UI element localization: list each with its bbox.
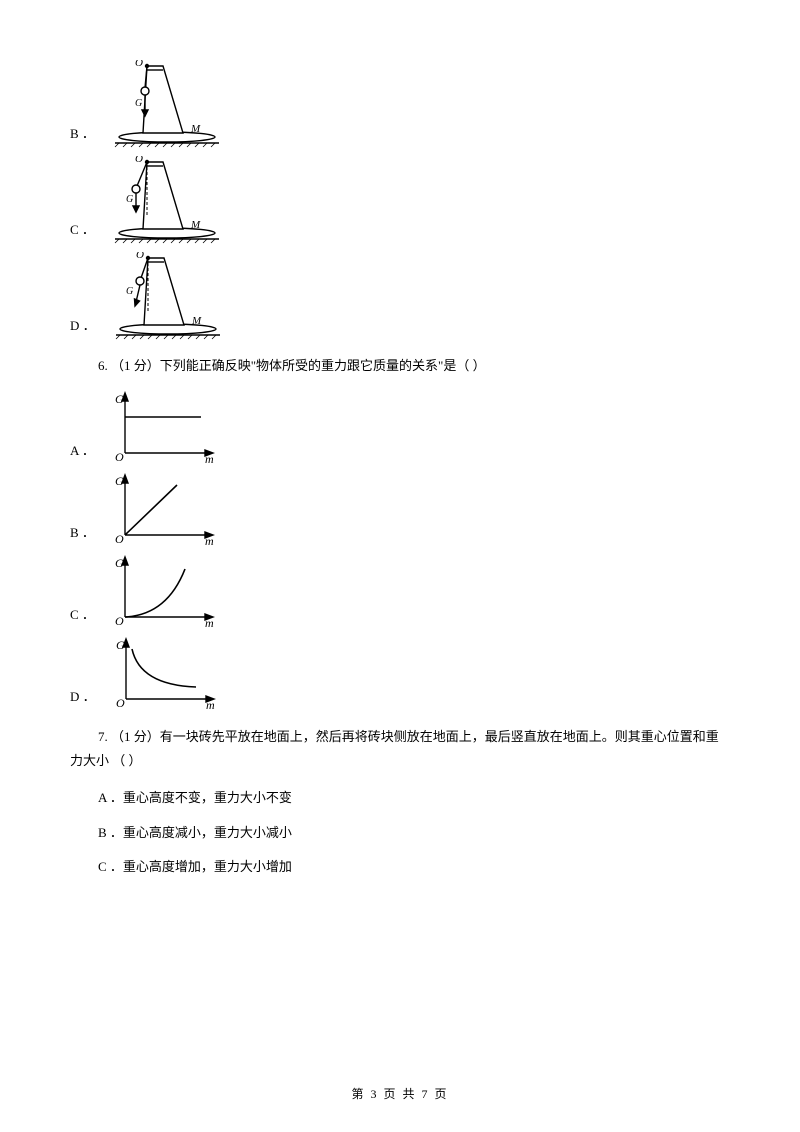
question-6-text: 6. （1 分）下列能正确反映"物体所受的重力跟它质量的关系"是（ ） (70, 354, 730, 379)
origin: O (115, 532, 124, 546)
q6-option-b-row: B ． G m O (70, 473, 730, 547)
graph-d: G m O (106, 637, 224, 711)
q6-option-c-row: C ． G m O (70, 555, 730, 629)
page-footer: 第 3 页 共 7 页 (0, 1085, 800, 1102)
origin: O (116, 696, 125, 710)
q6-option-b-label: B ． (70, 522, 95, 547)
origin: O (115, 450, 124, 464)
label-m: M (190, 123, 201, 135)
label-g: G (126, 286, 133, 297)
label-g: G (126, 194, 133, 205)
label-o: O (135, 60, 143, 69)
q6-option-d-label: D ． (70, 686, 96, 711)
x-axis: m (205, 452, 214, 465)
graph-b: G m O (105, 473, 223, 547)
q6-option-d-row: D ． G m O (70, 637, 730, 711)
y-axis: G (115, 474, 124, 488)
label-o: O (136, 252, 144, 261)
option-c-label: C ． (70, 219, 95, 244)
q7-option-b: B ．重心高度减小，重力大小减小 (98, 821, 730, 846)
y-axis: G (115, 392, 124, 406)
pendulum-diagram-c: O G M (105, 156, 230, 244)
label-m: M (190, 219, 201, 231)
option-c-row: C ． O G M (70, 156, 730, 244)
x-axis: m (205, 534, 214, 547)
label-o: O (135, 156, 143, 165)
label-m: M (191, 315, 202, 327)
q7-option-c: C ．重心高度增加，重力大小增加 (98, 855, 730, 880)
option-d-label: D ． (70, 315, 96, 340)
y-axis: G (116, 638, 125, 652)
graph-a: G m O (105, 391, 223, 465)
option-b-label: B ． (70, 123, 95, 148)
graph-c: G m O (105, 555, 223, 629)
q6-option-a-label: A ． (70, 440, 95, 465)
label-g: G (135, 98, 142, 109)
question-7-text: 7. （1 分）有一块砖先平放在地面上，然后再将砖块侧放在地面上，最后竖直放在地… (70, 725, 730, 774)
option-b-row: B ． O G M (70, 60, 730, 148)
origin: O (115, 614, 124, 628)
pendulum-diagram-b: O G M (105, 60, 230, 148)
q6-option-a-row: A ． G m O (70, 391, 730, 465)
x-axis: m (205, 616, 214, 629)
option-d-row: D ． O G M (70, 252, 730, 340)
q7-option-a: A ．重心高度不变，重力大小不变 (98, 786, 730, 811)
y-axis: G (115, 556, 124, 570)
pendulum-diagram-d: O G M (106, 252, 231, 340)
q6-option-c-label: C ． (70, 604, 95, 629)
x-axis: m (206, 698, 215, 711)
